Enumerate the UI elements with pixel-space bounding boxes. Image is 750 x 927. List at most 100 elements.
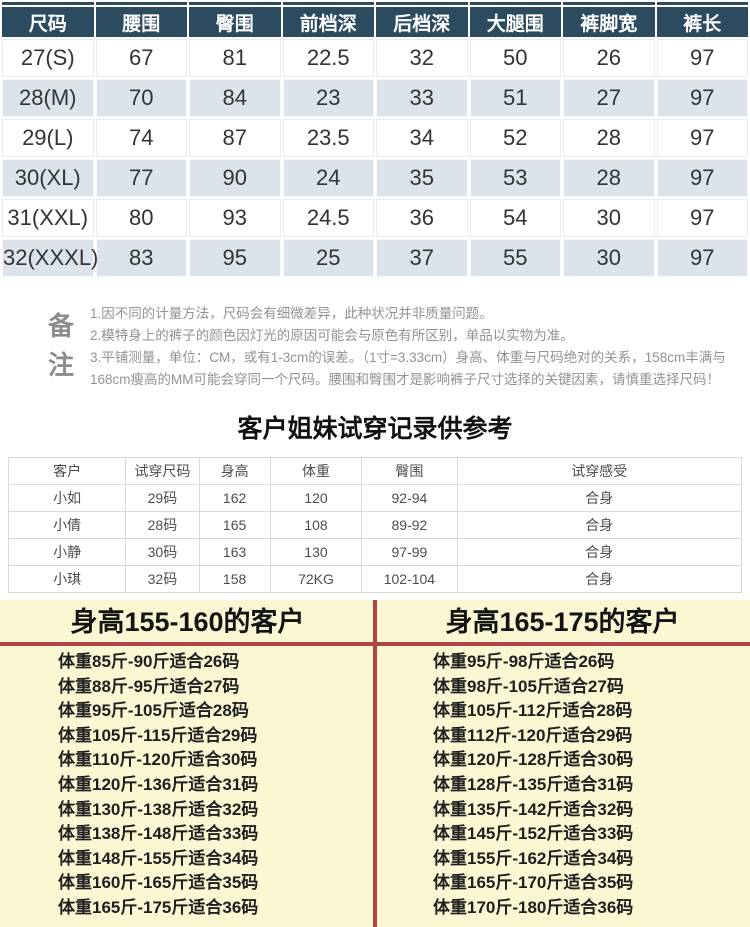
list-item: 体重85斤-90斤适合26码 — [58, 652, 240, 671]
table-cell: 28 — [563, 119, 655, 157]
tryon-table-body: 小如 29码 162 120 92-94 合身 小倩 28码 165 108 89-92 合身 小静 30… — [7, 484, 743, 593]
table-cell: 26 — [563, 39, 655, 77]
list-item: 体重105斤-115斤适合29码 — [58, 725, 258, 745]
table-cell: 83 — [95, 239, 187, 277]
table-cell: 51 — [469, 79, 561, 117]
table-cell: 小倩 — [7, 511, 127, 539]
table-cell: 31(XXL) — [2, 199, 94, 237]
list-item: 体重95斤-98斤适合26码 — [433, 652, 615, 671]
column-header: 体重 — [269, 457, 363, 485]
column-header: 前档深 — [282, 7, 374, 37]
table-cell: 小如 — [7, 484, 127, 512]
table-cell: 24 — [282, 159, 374, 197]
table-cell: 70 — [95, 79, 187, 117]
recommendation-list-right: 体重95斤-98斤适合26码 体重98斤-105斤适合27码 体重105斤-112斤… — [375, 640, 750, 921]
table-cell: 54 — [469, 199, 561, 237]
list-item: 体重112斤-120斤适合29码 — [433, 725, 633, 745]
table-top-border — [2, 2, 748, 5]
table-cell: 合身 — [456, 511, 743, 539]
column-header: 腰围 — [95, 7, 187, 37]
table-cell: 34 — [376, 119, 468, 157]
table-cell: 77 — [95, 159, 187, 197]
table-cell: 74 — [95, 119, 187, 157]
table-cell: 87 — [189, 119, 281, 157]
table-cell: 97 — [656, 39, 748, 77]
table-cell: 97-99 — [361, 538, 458, 566]
table-cell: 158 — [198, 565, 271, 593]
recommendation-title-left: 身高155-160的客户 — [70, 607, 305, 637]
table-cell: 89-92 — [361, 511, 458, 539]
recommendation-title-right: 身高165-175的客户 — [445, 607, 680, 637]
table-cell: 97 — [656, 199, 748, 237]
recommendation-column-165-175: 身高165-175的客户 体重95斤-98斤适合26码 体重98斤-105斤适合2… — [375, 604, 750, 921]
table-row: 30(XL) 77 90 24 35 53 28 97 — [2, 159, 748, 197]
table-cell: 27 — [563, 79, 655, 117]
table-cell: 97 — [656, 119, 748, 157]
size-chart-header-row: 尺码 腰围 臀围 前档深 后档深 大腿围 裤脚宽 裤长 — [2, 7, 748, 37]
table-row: 31(XXL) 80 93 24.5 36 54 30 97 — [2, 199, 748, 237]
list-item: 体重128斤-135斤适合31码 — [433, 774, 634, 794]
table-row: 小倩 28码 165 108 89-92 合身 — [7, 511, 743, 539]
table-cell: 32码 — [125, 565, 200, 593]
table-row: 32(XXXL) 83 95 25 37 55 30 97 — [2, 239, 748, 277]
table-cell: 30 — [563, 239, 655, 277]
table-cell: 28 — [563, 159, 655, 197]
tryon-header-row: 客户 试穿尺码 身高 体重 臀围 试穿感受 — [7, 457, 743, 485]
column-header: 身高 — [198, 457, 271, 485]
tryon-section-title: 客户姐妹试穿记录供参考 — [237, 416, 513, 443]
table-cell: 28(M) — [2, 79, 94, 117]
column-header: 尺码 — [2, 7, 94, 37]
column-header: 客户 — [7, 457, 127, 485]
table-cell: 35 — [376, 159, 468, 197]
table-row: 27(S) 67 81 22.5 32 50 26 97 — [2, 39, 748, 77]
red-vertical-divider — [373, 600, 377, 927]
table-cell: 29(L) — [2, 119, 94, 157]
table-cell: 36 — [376, 199, 468, 237]
table-cell: 23 — [282, 79, 374, 117]
table-cell: 55 — [469, 239, 561, 277]
table-cell: 90 — [189, 159, 281, 197]
table-cell: 小静 — [7, 538, 127, 566]
remarks-section: 备注 1.因不同的计量方法，尺码会有细微差异，此种状况并非质量问题。 2.模特身上… — [0, 279, 750, 391]
table-cell: 92-94 — [361, 484, 458, 512]
table-cell: 50 — [469, 39, 561, 77]
column-header: 臀围 — [189, 7, 281, 37]
table-cell: 合身 — [456, 565, 743, 593]
table-cell: 162 — [198, 484, 271, 512]
table-cell: 52 — [469, 119, 561, 157]
list-item: 体重120斤-136斤适合31码 — [58, 774, 259, 794]
column-header: 后档深 — [376, 7, 468, 37]
table-cell: 130 — [269, 538, 363, 566]
table-row: 小琪 32码 158 72KG 102-104 合身 — [7, 565, 743, 593]
table-cell: 合身 — [456, 538, 743, 566]
list-item: 体重138斤-148斤适合33码 — [58, 824, 259, 844]
list-item: 体重165斤-170斤适合35码 — [433, 873, 634, 893]
table-cell: 23.5 — [282, 119, 374, 157]
size-chart-table: 尺码 腰围 臀围 前档深 后档深 大腿围 裤脚宽 裤长 27(S) 67 81 22.5 32 50 26… — [0, 0, 750, 279]
list-item: 体重130斤-138斤适合32码 — [58, 799, 259, 819]
table-cell: 30(XL) — [2, 159, 94, 197]
list-item: 2.模特身上的裤子的颜色因灯光的原因可能会与原色有所区别，单品以实物为准。 — [90, 328, 574, 343]
table-cell: 32 — [376, 39, 468, 77]
list-item: 体重148斤-155斤适合34码 — [58, 848, 259, 868]
list-item: 体重88斤-95斤适合27码 — [58, 676, 240, 696]
table-cell: 24.5 — [282, 199, 374, 237]
table-cell: 102-104 — [361, 565, 458, 593]
table-cell: 95 — [189, 239, 281, 277]
size-recommendation-panel: 身高155-160的客户 体重85斤-90斤适合26码 体重88斤-95斤适合27… — [0, 600, 750, 927]
table-cell: 30 — [563, 199, 655, 237]
table-cell: 97 — [656, 79, 748, 117]
table-row: 小如 29码 162 120 92-94 合身 — [7, 484, 743, 512]
table-cell: 84 — [189, 79, 281, 117]
table-cell: 37 — [376, 239, 468, 277]
list-item: 体重98斤-105斤适合27码 — [433, 676, 624, 696]
remarks-label: 备注 — [47, 311, 74, 380]
table-row: 小静 30码 163 130 97-99 合身 — [7, 538, 743, 566]
table-row: 29(L) 74 87 23.5 34 52 28 97 — [2, 119, 748, 157]
table-cell: 67 — [95, 39, 187, 77]
tryon-table: 客户 试穿尺码 身高 体重 臀围 试穿感受 小如 29码 162 120 92-94 合身 小倩 28码… — [7, 457, 743, 593]
table-cell: 81 — [189, 39, 281, 77]
list-item: 体重160斤-165斤适合35码 — [58, 873, 259, 893]
table-cell: 30码 — [125, 538, 200, 566]
list-item: 体重170斤-180斤适合36码 — [433, 897, 634, 917]
